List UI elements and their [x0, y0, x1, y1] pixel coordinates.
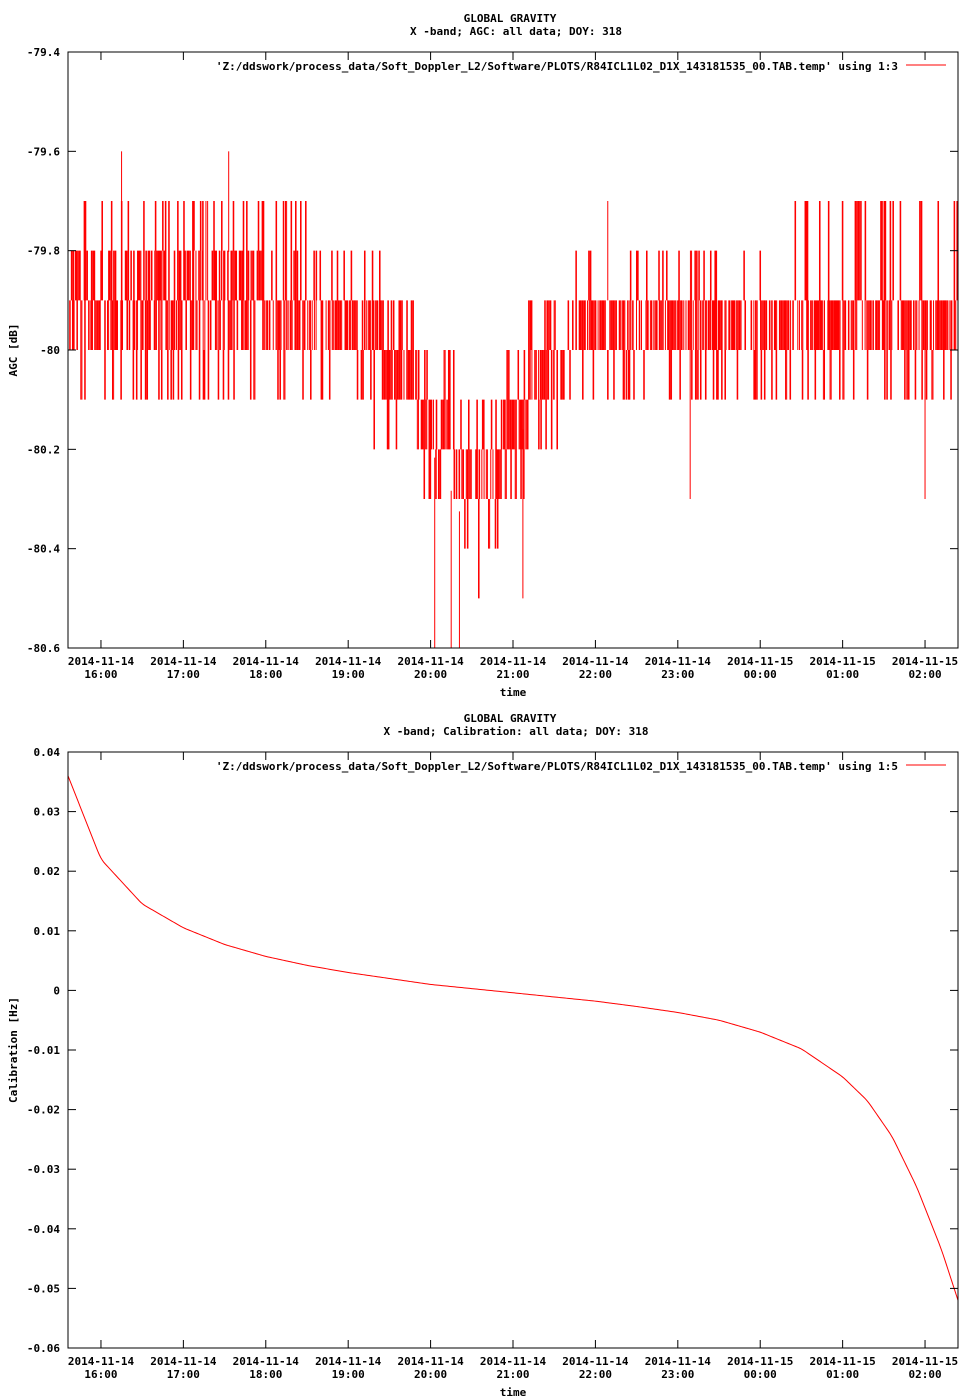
- calibration-x-tick-time: 00:00: [744, 1368, 777, 1381]
- agc-legend-label: 'Z:/ddswork/process_data/Soft_Doppler_L2…: [216, 60, 898, 73]
- calibration-y-tick-label: 0.03: [34, 806, 61, 819]
- agc-legend: 'Z:/ddswork/process_data/Soft_Doppler_L2…: [216, 60, 946, 73]
- calibration-y-tick-label: -0.02: [27, 1104, 60, 1117]
- calibration-y-tick-label: 0.01: [34, 925, 61, 938]
- calibration-y-tick-label: -0.01: [27, 1044, 60, 1057]
- agc-x-tick-time: 01:00: [826, 668, 859, 681]
- calibration-x-axis-label: time: [500, 1386, 527, 1399]
- agc-y-tick-label: -79.8: [27, 245, 60, 258]
- calibration-y-axis-label: Calibration [Hz]: [7, 997, 20, 1103]
- calibration-legend-label: 'Z:/ddswork/process_data/Soft_Doppler_L2…: [216, 760, 898, 773]
- calibration-x-axis: 2014-11-1416:002014-11-1417:002014-11-14…: [68, 752, 958, 1381]
- calibration-y-tick-label: -0.03: [27, 1163, 60, 1176]
- agc-x-tick-date: 2014-11-14: [68, 655, 135, 668]
- agc-x-axis-label: time: [500, 686, 527, 699]
- calibration-x-tick-date: 2014-11-15: [810, 1355, 876, 1368]
- calibration-chart-subtitle: X -band; Calibration: all data; DOY: 318: [384, 725, 649, 738]
- calibration-x-tick-time: 21:00: [496, 1368, 529, 1381]
- agc-chart-subtitle: X -band; AGC: all data; DOY: 318: [410, 25, 622, 38]
- agc-x-tick-date: 2014-11-15: [810, 655, 876, 668]
- calibration-x-tick-date: 2014-11-14: [68, 1355, 135, 1368]
- calibration-series-line: [67, 775, 959, 1301]
- agc-x-tick-time: 16:00: [84, 668, 117, 681]
- calibration-x-tick-date: 2014-11-14: [645, 1355, 712, 1368]
- agc-chart-title: GLOBAL GRAVITY: [464, 12, 557, 25]
- agc-y-tick-label: -80: [40, 344, 60, 357]
- agc-x-tick-time: 02:00: [908, 668, 941, 681]
- agc-x-tick-date: 2014-11-15: [892, 655, 958, 668]
- agc-x-tick-date: 2014-11-14: [562, 655, 629, 668]
- calibration-chart: GLOBAL GRAVITY X -band; Calibration: all…: [7, 712, 959, 1399]
- calibration-x-tick-time: 23:00: [661, 1368, 694, 1381]
- agc-x-tick-time: 17:00: [167, 668, 200, 681]
- calibration-y-tick-label: -0.05: [27, 1282, 60, 1295]
- agc-x-tick-date: 2014-11-14: [480, 655, 547, 668]
- agc-x-tick-date: 2014-11-14: [397, 655, 464, 668]
- calibration-y-axis: 0.04 0.03 0.02 0.01 0 -0.01 -0.02 -0.03 -0.04 -0.…: [27, 746, 958, 1355]
- calibration-legend: 'Z:/ddswork/process_data/Soft_Doppler_L2…: [216, 760, 946, 773]
- agc-x-axis: 2014-11-1416:002014-11-1417:002014-11-14…: [68, 52, 958, 681]
- agc-x-tick-time: 23:00: [661, 668, 694, 681]
- calibration-x-tick-date: 2014-11-15: [727, 1355, 793, 1368]
- agc-x-tick-time: 18:00: [249, 668, 282, 681]
- agc-y-axis-label: AGC [dB]: [7, 324, 20, 377]
- calibration-x-tick-time: 19:00: [332, 1368, 365, 1381]
- calibration-x-tick-time: 16:00: [84, 1368, 117, 1381]
- calibration-x-tick-time: 17:00: [167, 1368, 200, 1381]
- calibration-x-tick-date: 2014-11-14: [562, 1355, 629, 1368]
- agc-y-tick-label: -79.6: [27, 145, 60, 158]
- agc-x-tick-date: 2014-11-14: [233, 655, 300, 668]
- calibration-plot-area: [67, 775, 959, 1301]
- agc-y-tick-label: -79.4: [27, 46, 60, 59]
- calibration-x-tick-date: 2014-11-14: [150, 1355, 217, 1368]
- calibration-y-tick-label: 0.02: [34, 865, 61, 878]
- agc-y-tick-label: -80.2: [27, 443, 60, 456]
- agc-x-tick-time: 00:00: [744, 668, 777, 681]
- agc-y-axis: -79.4 -79.6 -79.8 -80 -80.2 -80.4 -80.6: [27, 46, 958, 655]
- agc-x-tick-date: 2014-11-14: [150, 655, 217, 668]
- calibration-x-tick-date: 2014-11-14: [480, 1355, 547, 1368]
- calibration-y-tick-label: -0.04: [27, 1223, 60, 1236]
- calibration-x-tick-date: 2014-11-14: [397, 1355, 464, 1368]
- agc-x-tick-time: 22:00: [579, 668, 612, 681]
- calibration-x-tick-date: 2014-11-15: [892, 1355, 958, 1368]
- agc-x-tick-date: 2014-11-14: [315, 655, 382, 668]
- calibration-x-tick-time: 18:00: [249, 1368, 282, 1381]
- agc-y-tick-label: -80.4: [27, 543, 60, 556]
- agc-x-tick-date: 2014-11-14: [645, 655, 712, 668]
- calibration-x-tick-date: 2014-11-14: [233, 1355, 300, 1368]
- calibration-x-tick-date: 2014-11-14: [315, 1355, 382, 1368]
- calibration-x-tick-time: 22:00: [579, 1368, 612, 1381]
- calibration-y-tick-label: -0.06: [27, 1342, 60, 1355]
- calibration-x-tick-time: 02:00: [908, 1368, 941, 1381]
- calibration-x-tick-time: 20:00: [414, 1368, 447, 1381]
- agc-x-tick-time: 20:00: [414, 668, 447, 681]
- calibration-y-tick-label: 0.04: [34, 746, 61, 759]
- agc-x-tick-time: 21:00: [496, 668, 529, 681]
- agc-x-tick-date: 2014-11-15: [727, 655, 793, 668]
- calibration-x-tick-time: 01:00: [826, 1368, 859, 1381]
- calibration-chart-title: GLOBAL GRAVITY: [464, 712, 557, 725]
- agc-x-tick-time: 19:00: [332, 668, 365, 681]
- calibration-y-tick-label: 0: [53, 984, 60, 997]
- agc-y-tick-label: -80.6: [27, 642, 60, 655]
